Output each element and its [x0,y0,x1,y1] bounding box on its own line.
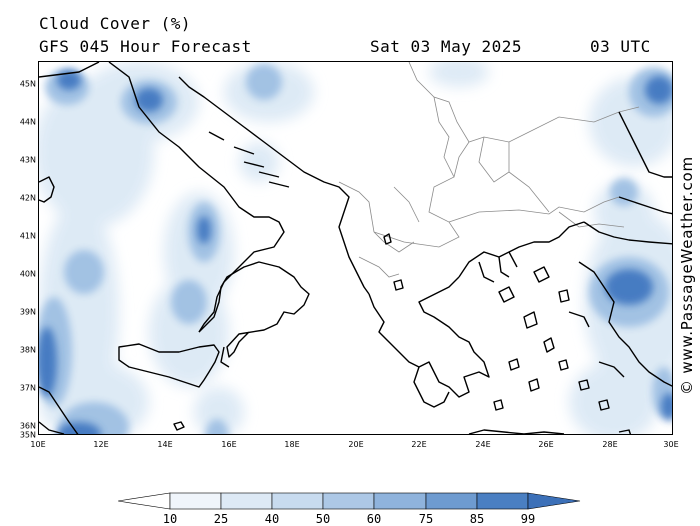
lat-label: 43N [19,155,36,165]
legend-label: 85 [469,512,485,526]
legend-label: 50 [315,512,331,526]
lat-label: 35N [19,430,36,440]
legend-segment [425,492,478,510]
lon-label: 24E [475,440,491,449]
legend-label: 75 [418,512,434,526]
lat-label: 39N [19,307,36,317]
lat-label: 38N [19,345,36,355]
credit-text: © www.PassageWeather.com [678,156,696,395]
lon-label: 12E [93,440,109,449]
legend-segment [527,492,581,510]
lon-label: 18E [284,440,300,449]
legend-label: 40 [264,512,280,526]
legend-label: 25 [213,512,229,526]
lon-label: 16E [221,440,237,449]
lon-label: 22E [411,440,427,449]
lat-label: 41N [19,231,36,241]
lat-label: 44N [19,117,36,127]
coastlines [39,62,672,434]
map-title: Cloud Cover (%) [39,14,191,33]
legend-segment [476,492,529,510]
cloud-layer-dark [39,70,672,434]
lon-label: 14E [157,440,173,449]
lon-label: 30E [663,440,679,449]
lon-label: 10E [30,440,46,449]
legend-segment [169,492,222,510]
map-canvas [39,62,672,434]
country-borders [338,62,640,278]
forecast-time: 03 UTC [590,37,651,56]
legend-segment [271,492,324,510]
lat-label: 37N [19,383,36,393]
legend-label: 10 [162,512,178,526]
lat-label: 42N [19,193,36,203]
lat-label: 36N [19,421,36,431]
forecast-subtitle: GFS 045 Hour Forecast [39,37,252,56]
lon-label: 26E [538,440,554,449]
legend-segment [322,492,375,510]
legend-segment [373,492,427,510]
legend-label: 60 [366,512,382,526]
map-panel [38,61,673,435]
legend-segment [118,492,171,510]
legend-label: 99 [520,512,536,526]
legend-colorbar [118,492,581,510]
lon-label: 20E [348,440,364,449]
lat-label: 45N [19,79,36,89]
lat-label: 40N [19,269,36,279]
forecast-date: Sat 03 May 2025 [370,37,522,56]
lon-label: 28E [602,440,618,449]
legend-segment [220,492,273,510]
